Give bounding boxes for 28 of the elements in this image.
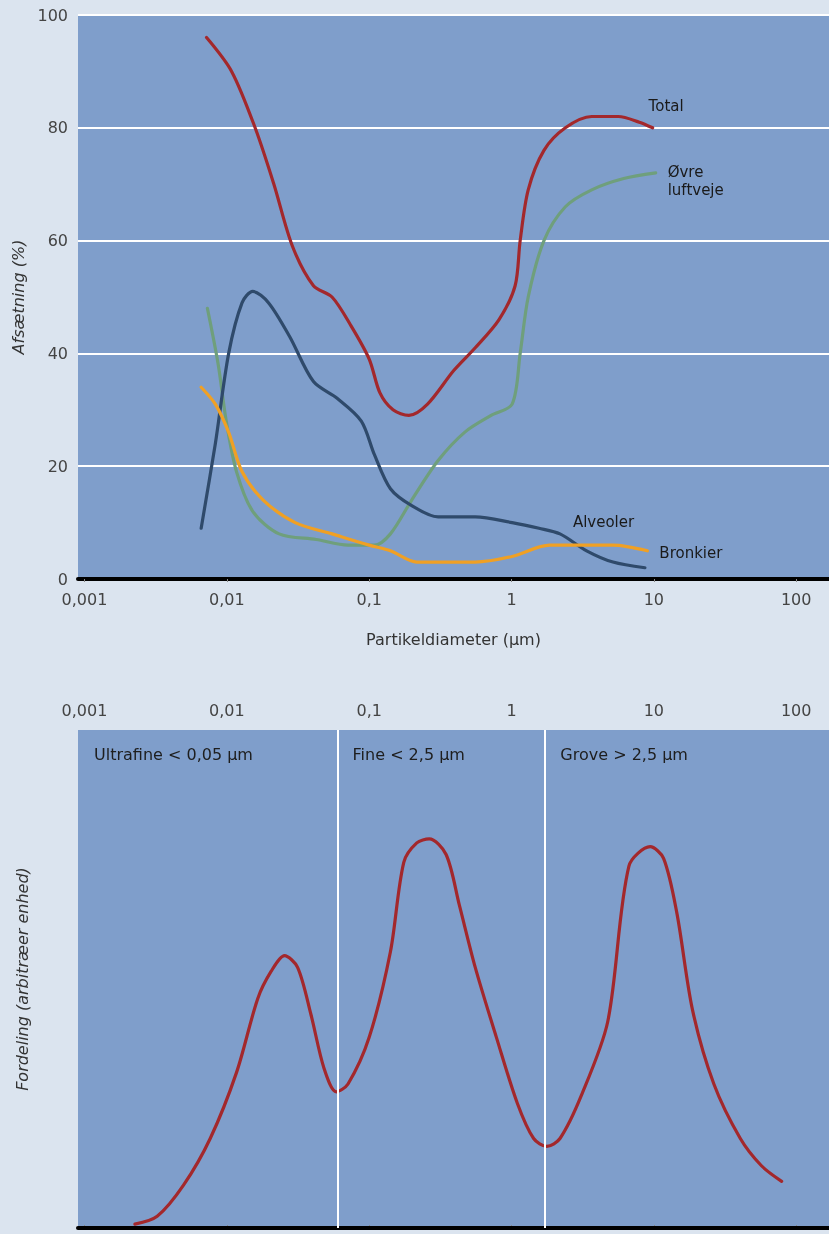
text: Fine < 2,5 µm [352, 744, 465, 764]
x-tick-label: 100 [780, 700, 812, 720]
x-axis-title: Partikeldiameter (µm) [366, 629, 541, 649]
series-label: Bronkier [659, 543, 724, 562]
x-tick-label: 0,1 [356, 700, 382, 720]
x-tick-label: 10 [643, 700, 665, 720]
x-tick-label: 0,01 [209, 700, 245, 720]
series-label: Øvre luftveje [667, 162, 724, 199]
series-label: Alveoler [572, 512, 635, 531]
x-tick-label: 0,01 [209, 589, 245, 609]
series-label: Total [647, 96, 684, 115]
x-tick-label: 100 [780, 589, 812, 609]
x-tick-label: 0,001 [61, 700, 108, 720]
y-tick-label: 40 [47, 343, 68, 363]
y-tick-label: 20 [47, 456, 68, 476]
y-axis-title: Fordeling (arbitræer enhed) [12, 867, 32, 1091]
y-axis-title: Afsætning (%) [9, 239, 29, 356]
x-tick-label: 1 [506, 589, 517, 609]
y-tick-label: 100 [37, 5, 68, 25]
text: Ultrafine < 0,05 µm [94, 744, 253, 764]
y-tick-label: 60 [47, 231, 68, 251]
x-tick-label: 1 [506, 700, 517, 720]
y-tick-label: 80 [47, 118, 68, 138]
x-tick-label: 10 [643, 589, 665, 609]
text: Grove > 2,5 µm [560, 744, 688, 764]
y-tick-label: 0 [57, 569, 68, 589]
x-tick-label: 0,1 [356, 589, 382, 609]
x-tick-label: 0,001 [61, 589, 108, 609]
